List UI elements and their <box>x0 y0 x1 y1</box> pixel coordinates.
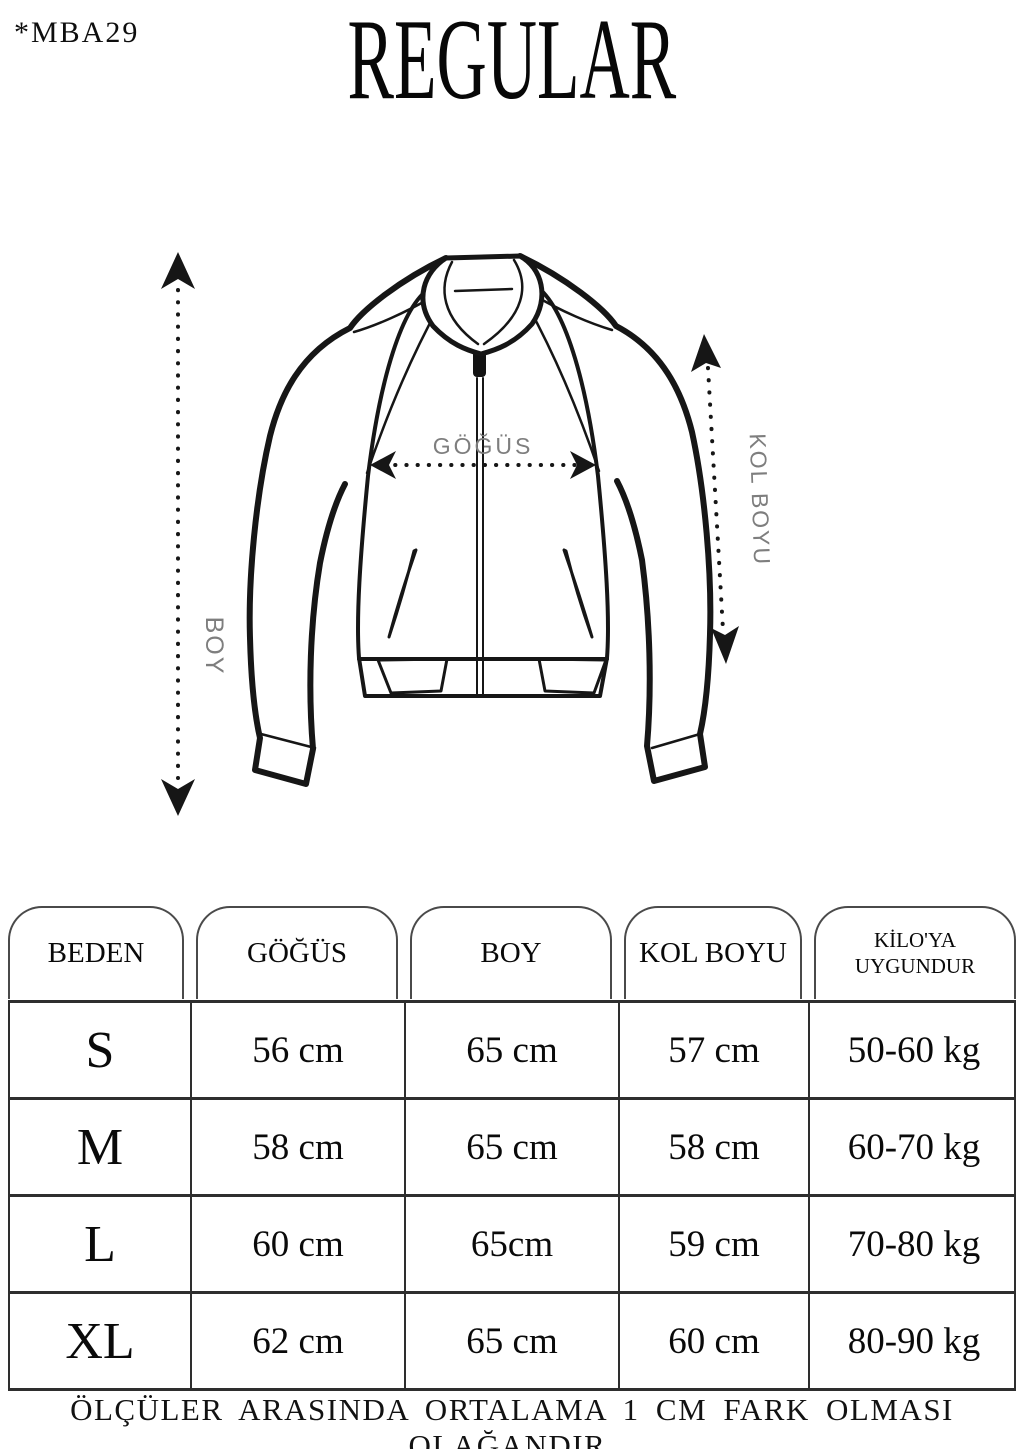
cell-size: M <box>10 1100 192 1194</box>
left-cuff-line <box>259 732 317 750</box>
page-title-wrap: REGULAR <box>0 2 1024 118</box>
cell-sleeve: 59 cm <box>620 1197 810 1291</box>
cell-chest: 62 cm <box>192 1294 406 1388</box>
column-header-size: BEDEN <box>8 906 184 999</box>
column-header-chest: GÖĞÜS <box>196 906 398 999</box>
table-row-l: L 60 cm 65cm 59 cm 70-80 kg <box>10 1197 1014 1294</box>
product-code: *MBA29 <box>14 16 140 49</box>
cell-length: 65cm <box>406 1197 620 1291</box>
cell-sleeve: 57 cm <box>620 1003 810 1097</box>
cell-chest: 56 cm <box>192 1003 406 1097</box>
cell-chest: 58 cm <box>192 1100 406 1194</box>
table-row-xl: XL 62 cm 65 cm 60 cm 80-90 kg <box>10 1294 1014 1388</box>
cell-weight: 50-60 kg <box>847 1029 981 1071</box>
page-title: REGULAR <box>347 0 677 124</box>
footer-note: ÖLÇÜLER ARASINDA ORTALAMA 1 CM FARK OLMA… <box>70 1392 954 1449</box>
cell-length: 65 cm <box>406 1003 620 1097</box>
size-table-header: BEDEN GÖĞÜS BOY KOL BOYU KİLO'YA UYGUNDU… <box>8 906 1016 1003</box>
cell-size: L <box>10 1197 192 1291</box>
length-measure-label: BOY <box>200 617 228 676</box>
cell-size: S <box>10 1003 192 1097</box>
right-cuff-line <box>650 732 702 750</box>
cell-chest: 60 cm <box>192 1197 406 1291</box>
size-table-body: S 56 cm 65 cm 57 cm 50-60 kg M 58 cm 65 … <box>8 1003 1016 1391</box>
size-table: BEDEN GÖĞÜS BOY KOL BOYU KİLO'YA UYGUNDU… <box>8 906 1016 1391</box>
chest-measure-label: GÖĞÜS <box>433 433 534 459</box>
cell-size: XL <box>10 1294 192 1388</box>
cell-sleeve: 60 cm <box>620 1294 810 1388</box>
jacket-pockets <box>387 548 594 639</box>
jacket-collar <box>420 253 545 357</box>
cell-weight: 80-90 kg <box>847 1320 981 1362</box>
cell-length: 65 cm <box>406 1100 620 1194</box>
jacket-right-sleeve <box>517 253 714 784</box>
cell-sleeve: 58 cm <box>620 1100 810 1194</box>
chest-arrow <box>370 451 596 479</box>
column-header-sleeve: KOL BOYU <box>624 906 802 999</box>
sleeve-measure-label: KOL BOYU <box>745 433 776 567</box>
table-row-s: S 56 cm 65 cm 57 cm 50-60 kg <box>10 1003 1014 1100</box>
cell-weight: 60-70 kg <box>847 1126 981 1168</box>
column-header-weight: KİLO'YA UYGUNDUR <box>814 906 1016 999</box>
length-arrow <box>161 252 195 816</box>
cell-weight: 70-80 kg <box>847 1223 981 1265</box>
jacket-left-sleeve <box>246 255 449 787</box>
table-row-m: M 58 cm 65 cm 58 cm 60-70 kg <box>10 1100 1014 1197</box>
cell-length: 65 cm <box>406 1294 620 1388</box>
column-header-length: BOY <box>410 906 612 999</box>
jacket-measurement-diagram: GÖĞÜS BOY KOL BOYU <box>161 252 776 816</box>
sleeve-arrow <box>691 334 739 664</box>
